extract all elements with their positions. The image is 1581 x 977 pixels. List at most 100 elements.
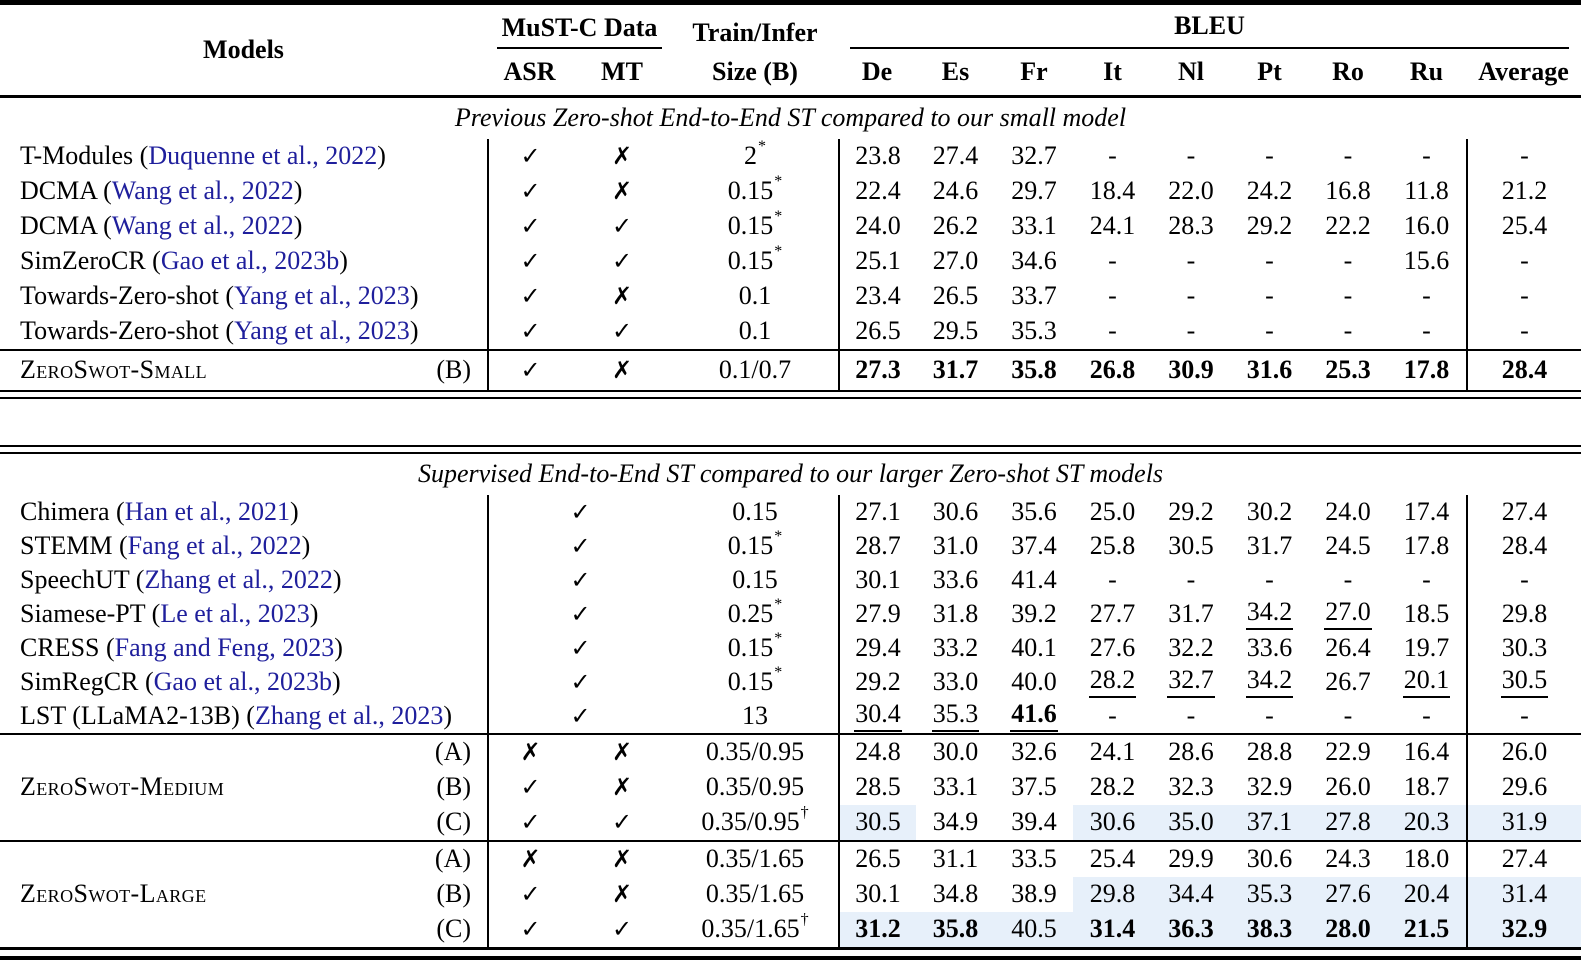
citation-link[interactable]: Le et al., 2023 <box>160 598 310 628</box>
table-row: Towards-Zero-shot (Yang et al., 2023) ✓ ✓ 0… <box>0 313 1581 349</box>
value: 18.7 <box>1403 772 1450 801</box>
citation-link[interactable]: Yang et al., 2023 <box>234 316 410 345</box>
value: 29.8 <box>1089 879 1136 908</box>
citation-link[interactable]: Gao et al., 2023b <box>160 246 340 275</box>
bleu-cell: 31.2 <box>838 911 916 947</box>
model-name: SimRegCR ( <box>20 666 154 696</box>
size-value: 0.35/1.65 <box>701 914 800 943</box>
col-header-lang: Pt <box>1257 57 1282 86</box>
bleu-cell: 27.3 <box>838 350 916 390</box>
value: 35.3 <box>1011 316 1057 345</box>
value: 26.5 <box>855 844 901 873</box>
model-name: DCMA ( <box>20 176 112 205</box>
model-name-suffix: ) <box>409 281 419 310</box>
value: 32.9 <box>1501 914 1548 943</box>
col-header-average: Average <box>1478 57 1569 86</box>
average-cell: 29.8 <box>1466 596 1581 631</box>
average-cell: - <box>1466 562 1581 597</box>
model-cell: ZeroSwot-Large (B) <box>0 877 487 912</box>
bleu-cell: 26.5 <box>838 841 916 877</box>
table-gap <box>0 399 1581 445</box>
value: - <box>1520 141 1529 170</box>
model-label: STEMM (Fang et al., 2022) <box>20 531 310 561</box>
bleu-cell: - <box>1073 563 1152 597</box>
bleu-cell: 34.9 <box>916 805 995 840</box>
citation-link[interactable]: Zhang et al., 2023 <box>254 700 444 730</box>
bleu-cell: - <box>1152 279 1230 314</box>
value: 31.7 <box>1168 598 1214 628</box>
bleu-cell: 28.3 <box>1152 209 1230 244</box>
check-icon: ✓ <box>611 317 633 345</box>
size-superscript: † <box>800 804 809 821</box>
bleu-cell: 22.4 <box>838 173 916 209</box>
section-title-zeroshot: Previous Zero-shot End-to-End ST compare… <box>454 103 1127 132</box>
bleu-cell: - <box>1309 139 1387 174</box>
value: - <box>1343 246 1353 275</box>
value: 18.4 <box>1089 176 1136 205</box>
citation-link[interactable]: Fang and Feng, 2023 <box>114 632 335 662</box>
size-cell: 0.15 * <box>672 208 838 244</box>
value: 31.4 <box>1501 879 1548 908</box>
bleu-cell: 30.9 <box>1152 351 1230 390</box>
citation-link[interactable]: Zhang et al., 2022 <box>144 564 333 594</box>
average-cell: 28.4 <box>1466 528 1581 563</box>
check-cell: ✓ <box>487 596 672 631</box>
value: 30.6 <box>1246 844 1293 873</box>
citation-link[interactable]: Wang et al., 2022 <box>111 176 294 205</box>
value: 34.9 <box>932 807 979 836</box>
bleu-cell: 25.4 <box>1073 842 1152 877</box>
value: 28.0 <box>1325 914 1371 943</box>
model-label: Siamese-PT (Le et al., 2023) <box>20 599 318 629</box>
value: 24.1 <box>1089 211 1136 240</box>
value: 41.6 <box>1010 699 1058 732</box>
value: - <box>1108 316 1117 345</box>
value: - <box>1343 316 1353 345</box>
citation-link[interactable]: Gao et al., 2023b <box>153 666 332 696</box>
average-cell: - <box>1466 313 1581 349</box>
bleu-cell: 28.0 <box>1309 911 1387 947</box>
check-cell: ✓ <box>487 350 572 390</box>
table2-top-rule <box>0 444 1581 454</box>
model-cell: ZeroSwot-Small (B) <box>0 351 487 390</box>
size-superscript: * <box>774 208 783 225</box>
value: 18.0 <box>1403 844 1450 873</box>
bleu-cell: 31.0 <box>916 529 995 563</box>
size-value: 2 <box>744 141 757 170</box>
bleu-cell: - <box>1387 699 1466 733</box>
citation-link[interactable]: Fang et al., 2022 <box>127 530 302 560</box>
value: 23.8 <box>855 141 901 170</box>
check-cell: ✓ <box>487 208 572 244</box>
check-icon: ✓ <box>520 212 541 240</box>
bleu-cell: - <box>1152 314 1230 349</box>
bleu-cell: 28.2 <box>1073 665 1152 699</box>
check-cell: ✓ <box>487 664 672 699</box>
citation-link[interactable]: Han et al., 2021 <box>124 496 291 526</box>
value: 26.0 <box>1325 772 1371 801</box>
model-name-suffix: ) <box>409 316 419 345</box>
size-value: 0.35/1.65 <box>705 844 805 873</box>
value: 24.0 <box>855 211 901 240</box>
value: - <box>1520 564 1529 594</box>
check-cell: ✓ <box>487 313 572 349</box>
value: 25.1 <box>855 246 901 275</box>
citation-link[interactable]: Yang et al., 2023 <box>234 281 410 310</box>
bleu-cell: - <box>1309 699 1387 733</box>
cross-icon: ✗ <box>611 880 633 908</box>
bleu-cell: 35.8 <box>916 911 995 947</box>
bleu-cell: 40.0 <box>995 665 1073 699</box>
table-row: ZeroSwot-Small (B) ✓ ✗ 0.1/0.7 27.3 31.7 35.8 26… <box>0 350 1581 390</box>
col-header-lang: It <box>1103 57 1122 86</box>
bleu-cell: 31.6 <box>1230 351 1309 390</box>
value: 35.8 <box>1011 355 1057 384</box>
bleu-cell: 29.2 <box>1230 209 1309 244</box>
cross-cell: ✗ <box>487 841 572 877</box>
average-cell: - <box>1466 138 1581 174</box>
size-cell: 0.35/1.65 <box>672 877 838 912</box>
value: 35.3 <box>1246 879 1293 908</box>
citation-link[interactable]: Duquenne et al., 2022 <box>148 141 378 170</box>
citation-link[interactable]: Wang et al., 2022 <box>111 211 294 240</box>
table-row: SimRegCR (Gao et al., 2023b) ✓ 0.15 * 29.2 33… <box>0 664 1581 699</box>
top-rule <box>0 0 1581 5</box>
bleu-cell: 27.0 <box>1309 597 1387 631</box>
value: 18.5 <box>1403 598 1450 628</box>
